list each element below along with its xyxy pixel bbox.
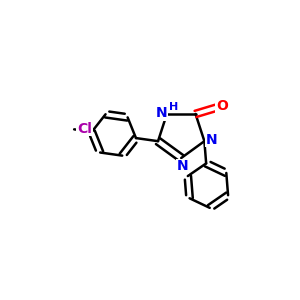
Text: O: O (216, 99, 228, 113)
Text: N: N (156, 106, 167, 120)
Text: H: H (169, 102, 178, 112)
Text: N: N (176, 159, 188, 173)
Text: Cl: Cl (77, 122, 92, 136)
Text: N: N (206, 133, 218, 147)
